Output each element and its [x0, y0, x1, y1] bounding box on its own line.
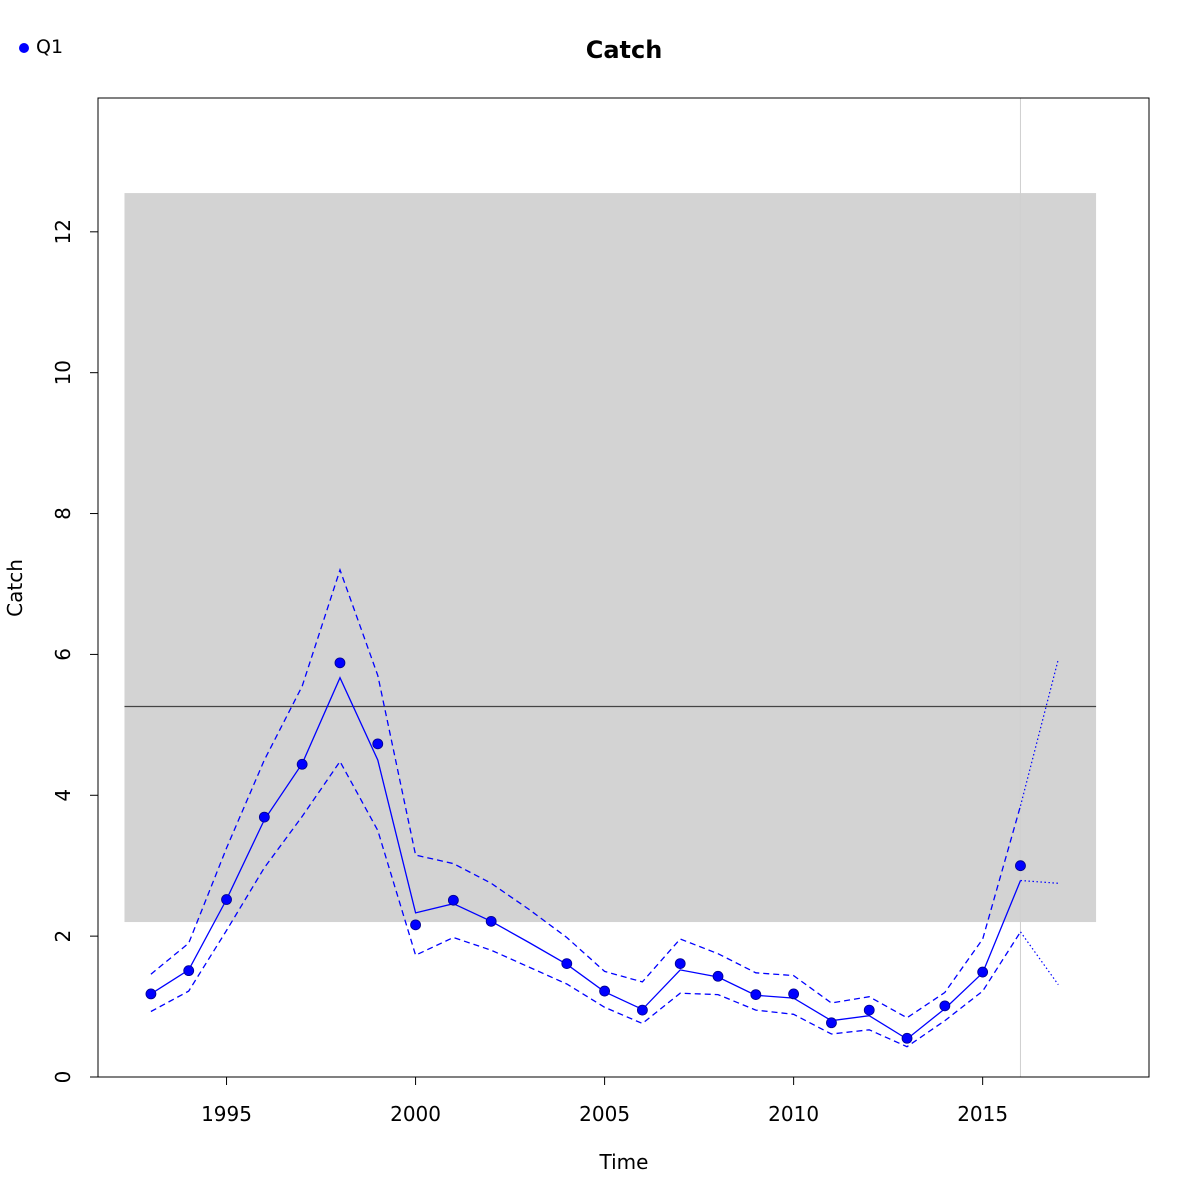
- data-point-2008: [712, 970, 724, 982]
- y-tick-label-0: 0: [51, 1071, 75, 1084]
- data-point-1996: [258, 811, 270, 823]
- data-point-2012: [863, 1004, 875, 1016]
- series-line-dashed-3: [150, 760, 1022, 1048]
- legend-marker-q1: [19, 43, 29, 53]
- data-point-2014: [939, 1000, 951, 1012]
- data-point-2000: [410, 919, 421, 931]
- y-tick-label-12: 12: [51, 219, 75, 244]
- series-line-dotted-6: [1020, 931, 1059, 986]
- x-tick-label-2000: 2000: [390, 1102, 441, 1126]
- x-tick-label-2005: 2005: [579, 1102, 630, 1126]
- data-point-2010: [788, 988, 800, 1000]
- y-tick-label-8: 8: [51, 507, 75, 520]
- plot-area: [124, 98, 1097, 1077]
- chart-title: Catch: [586, 36, 663, 64]
- axes: 1995 2000 2005 2010 2015 0 2 4 6 8 10 12: [51, 97, 1150, 1126]
- y-tick-label-10: 10: [51, 360, 75, 385]
- data-point-1994: [183, 965, 195, 977]
- y-tick-label-4: 4: [51, 789, 75, 802]
- data-point-1997: [296, 758, 308, 770]
- data-point-2013: [901, 1032, 913, 1044]
- data-point-2006: [637, 1004, 648, 1016]
- data-point-1999: [372, 738, 384, 750]
- x-tick-label-1995: 1995: [201, 1102, 252, 1126]
- x-tick-label-2015: 2015: [957, 1102, 1008, 1126]
- data-point-2005: [599, 985, 610, 997]
- data-point-2007: [674, 958, 686, 970]
- data-point-2004: [561, 958, 573, 970]
- data-point-2015: [977, 966, 989, 978]
- series-line-dashed-2: [150, 567, 1022, 1019]
- data-point-2016: [1015, 860, 1026, 872]
- y-tick-label-6: 6: [51, 648, 75, 661]
- plot-frame: [97, 97, 1150, 1078]
- y-tick-label-2: 2: [51, 930, 75, 943]
- data-point-2001: [447, 894, 459, 906]
- data-point-1993: [145, 988, 157, 1000]
- x-axis-label: Time: [599, 1150, 649, 1174]
- y-axis-label: Catch: [3, 559, 27, 617]
- series-line-solid-1: [150, 676, 1022, 1040]
- data-point-1998: [334, 657, 346, 669]
- x-tick-label-2010: 2010: [768, 1102, 819, 1126]
- data-point-2009: [750, 989, 762, 1000]
- data-point-1995: [221, 894, 232, 905]
- series-line-dotted-5: [1019, 659, 1059, 806]
- legend-label-q1: Q1: [36, 36, 63, 58]
- data-point-2011: [826, 1017, 837, 1029]
- reference-band: [124, 193, 1097, 923]
- data-point-2002: [485, 915, 497, 927]
- legend: Q1: [19, 36, 63, 58]
